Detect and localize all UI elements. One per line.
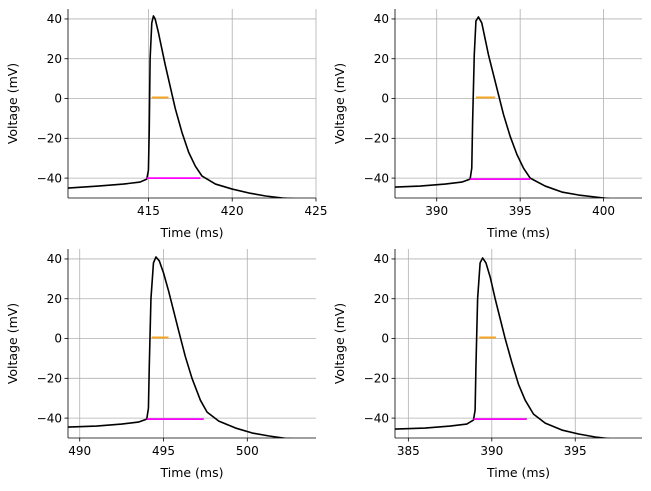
x-tick-label: 415 [137, 204, 160, 218]
y-tick-label: 0 [381, 332, 389, 346]
x-axis-label: Time (ms) [159, 225, 223, 240]
x-axis-label: Time (ms) [159, 465, 223, 480]
x-tick-label: 395 [509, 204, 532, 218]
y-tick-label: 40 [374, 12, 389, 26]
y-axis-label: Voltage (mV) [5, 303, 20, 384]
y-tick-label: −20 [37, 372, 62, 386]
y-tick-label: −40 [37, 411, 62, 425]
y-axis-label: Voltage (mV) [332, 303, 347, 384]
voltage-trace [395, 257, 611, 438]
x-axis-label: Time (ms) [486, 465, 550, 480]
y-axis-label: Voltage (mV) [5, 63, 20, 144]
y-tick-label: 40 [47, 252, 62, 266]
x-tick-label: 495 [152, 444, 175, 458]
y-tick-label: −40 [37, 171, 62, 185]
subplot-3: 490 495 500 −40 −20 0 20 40 Time (ms) Voltage (mV… [5, 249, 316, 480]
y-tick-label: 20 [47, 292, 62, 306]
y-tick-label: 0 [54, 332, 62, 346]
voltage-trace [68, 256, 294, 438]
x-tick-label: 490 [68, 444, 91, 458]
x-tick-label: 500 [236, 444, 259, 458]
y-tick-label: −20 [364, 372, 389, 386]
subplot-4: 385 390 395 −40 −20 0 20 40 Time (ms) Voltage (mV… [332, 249, 642, 480]
x-tick-label: 390 [480, 444, 503, 458]
y-tick-label: 20 [374, 52, 389, 66]
y-tick-label: 0 [54, 92, 62, 106]
x-axis-label: Time (ms) [486, 225, 550, 240]
y-tick-label: 40 [374, 252, 389, 266]
y-tick-label: −40 [364, 411, 389, 425]
x-tick-label: 425 [305, 204, 328, 218]
subplot-2: 390 395 400 −40 −20 0 20 40 Time (ms) Voltage (mV… [332, 9, 642, 240]
y-tick-label: −20 [37, 132, 62, 146]
voltage-trace [395, 16, 611, 198]
voltage-trace [68, 15, 297, 198]
x-tick-label: 385 [397, 444, 420, 458]
subplot-1: 415 420 425 −40 −20 0 20 40 Time (ms) Voltage (mV… [5, 9, 327, 240]
y-tick-label: 0 [381, 92, 389, 106]
x-tick-label: 420 [221, 204, 244, 218]
y-tick-label: 40 [47, 12, 62, 26]
y-tick-label: 20 [374, 292, 389, 306]
x-tick-label: 395 [564, 444, 587, 458]
x-tick-label: 400 [592, 204, 615, 218]
y-tick-label: −40 [364, 171, 389, 185]
y-axis-label: Voltage (mV) [332, 63, 347, 144]
y-tick-label: 20 [47, 52, 62, 66]
x-tick-label: 390 [425, 204, 448, 218]
y-tick-label: −20 [364, 132, 389, 146]
